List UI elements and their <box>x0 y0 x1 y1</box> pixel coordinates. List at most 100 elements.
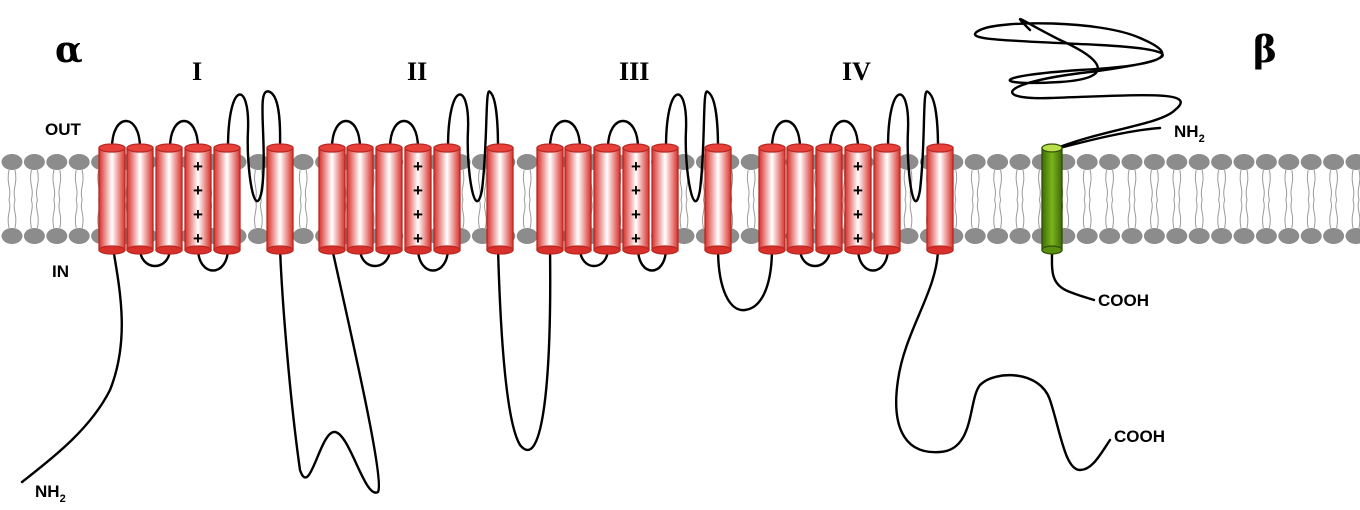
domain-4-loop-s1-s2 <box>770 119 802 150</box>
lipid-tail <box>1156 169 1159 201</box>
lipid-tail <box>461 199 465 229</box>
alpha-n-terminus-label: NH2 <box>35 482 66 505</box>
lipid-tail <box>1312 199 1316 229</box>
lipid-tail <box>1172 169 1176 201</box>
lipid-head <box>1188 228 1210 244</box>
domain-3-segment-s6 <box>704 143 732 255</box>
lipid-tail <box>80 199 84 229</box>
lipid-tail <box>1015 199 1019 229</box>
lipid-tail <box>1082 169 1086 201</box>
positive-charge: + <box>631 229 641 248</box>
lipid-head <box>1076 228 1098 244</box>
lipid-head <box>673 154 695 170</box>
domain-3-segment-s2 <box>564 143 592 255</box>
lipid-tail <box>1021 199 1025 229</box>
domain-1-segment-s3 <box>155 143 183 255</box>
linker-1-2 <box>278 246 381 494</box>
beta-subunit-label: β <box>1253 29 1277 71</box>
lipid-tail <box>954 199 958 229</box>
lipid-tail <box>1038 199 1041 229</box>
domain-3-pore-loop <box>664 90 720 203</box>
lipid-tail <box>1284 199 1288 229</box>
lipid-tail <box>254 169 257 201</box>
lipid-tail <box>52 199 56 229</box>
lipid-tail <box>954 169 958 201</box>
lipid-tail <box>679 169 683 201</box>
beta-c-terminus-label: COOH <box>1098 291 1149 310</box>
lipid-tail <box>1290 169 1294 201</box>
lipid-tail <box>1335 169 1338 201</box>
domain-4-pore-loop <box>886 90 940 203</box>
lipid-tail <box>1217 169 1220 201</box>
positive-charge: + <box>631 157 641 176</box>
lipid-head <box>1345 228 1360 244</box>
lipid-tail <box>13 169 17 201</box>
lipid-tail <box>522 169 526 201</box>
linker-3-4 <box>716 246 774 312</box>
lipid-head <box>1278 154 1300 170</box>
domain-4-segment-s2 <box>786 143 814 255</box>
lipid-tail <box>842 169 846 201</box>
lipid-tail <box>1178 199 1182 229</box>
lipid-head <box>1255 228 1277 244</box>
lipid-tail <box>298 199 302 229</box>
lipid-tail <box>484 169 487 201</box>
lipid-tail <box>1268 199 1271 229</box>
lipid-head <box>1143 228 1165 244</box>
lipid-head <box>23 154 45 170</box>
positive-charge: + <box>631 205 641 224</box>
lipid-tail <box>1200 199 1204 229</box>
lipid-head <box>292 154 314 170</box>
positive-charge: + <box>193 229 203 248</box>
lipid-head <box>740 154 762 170</box>
lipid-tail <box>909 199 913 229</box>
lipid-tail <box>1127 199 1131 229</box>
lipid-tail <box>1262 199 1265 229</box>
lipid-head <box>516 228 538 244</box>
domain-1-loop-s3-s4 <box>168 119 200 150</box>
lipid-tail <box>746 199 750 229</box>
lipid-head <box>1 154 23 170</box>
domain-2-segment-s5 <box>433 143 461 255</box>
lipid-head <box>516 154 538 170</box>
lipid-head <box>1300 154 1322 170</box>
lipid-head <box>964 228 986 244</box>
lipid-tail <box>1133 199 1137 229</box>
positive-charge: + <box>853 157 863 176</box>
lipid-head <box>1255 154 1277 170</box>
domain-4-segment-s6 <box>926 143 954 255</box>
lipid-tail <box>304 169 308 201</box>
domain-1-segment-s2 <box>126 143 154 255</box>
lipid-tail <box>304 199 308 229</box>
lipid-tail <box>702 169 705 201</box>
domain-label-3: III <box>619 57 649 86</box>
domain-1-loop-s4-s5 <box>196 246 230 272</box>
lipid-tail <box>1111 199 1114 229</box>
lipid-head <box>68 228 90 244</box>
lipid-tail <box>1357 169 1360 201</box>
lipid-tail <box>254 199 257 229</box>
domain-4-segment-s5 <box>873 143 901 255</box>
lipid-head <box>247 228 269 244</box>
lipid-tail <box>1194 199 1198 229</box>
lipid-tail <box>528 169 532 201</box>
lipid-head <box>1278 228 1300 244</box>
positive-charge: + <box>853 229 863 248</box>
lipid-tail <box>1088 169 1092 201</box>
lipid-tail <box>1351 169 1355 201</box>
domain-2-segment-s1 <box>318 143 346 255</box>
beta-n-terminus-label: NH2 <box>1174 122 1205 145</box>
lipid-tail <box>1178 169 1182 201</box>
domain-label-4: IV <box>842 57 871 86</box>
lipid-head <box>292 228 314 244</box>
lipid-tail <box>30 199 33 229</box>
lipid-head <box>1233 228 1255 244</box>
lipid-tail <box>484 199 487 229</box>
lipid-head <box>1233 154 1255 170</box>
lipid-tail <box>1015 169 1019 201</box>
alpha-subunit-label: α <box>55 29 83 71</box>
lipid-head <box>1188 154 1210 170</box>
lipid-tail <box>1105 199 1108 229</box>
lipid-tail <box>976 199 980 229</box>
lipid-head <box>1211 154 1233 170</box>
